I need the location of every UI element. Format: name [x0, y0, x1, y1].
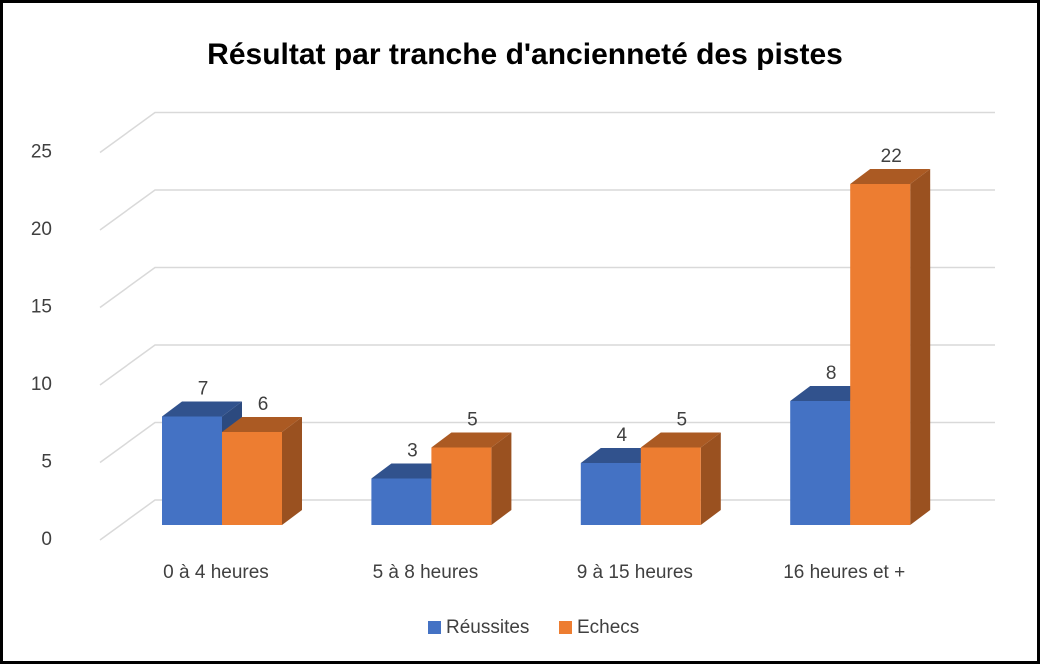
data-label: 5	[677, 410, 688, 431]
x-tick-label: 9 à 15 heures	[577, 562, 693, 583]
x-tick-label: 16 heures et +	[783, 562, 905, 583]
bar-face	[850, 169, 931, 184]
legend-swatch	[428, 621, 441, 634]
bar-face	[282, 417, 302, 525]
bar	[640, 432, 721, 525]
bar-face	[640, 447, 701, 525]
y-tick-label: 5	[41, 452, 52, 473]
bar-face	[431, 447, 492, 525]
bar-face	[222, 417, 302, 432]
grid-line	[99, 421, 995, 464]
grid-line	[99, 111, 995, 154]
legend-swatch	[559, 621, 572, 634]
bar-face	[491, 432, 512, 525]
data-label: 3	[407, 441, 418, 462]
bar	[431, 432, 512, 525]
bar-face	[371, 478, 432, 525]
grid-line	[99, 189, 995, 231]
chart-title: Résultat par tranche d'ancienneté des pi…	[207, 38, 843, 71]
y-tick-label: 15	[31, 297, 52, 318]
grid-line	[99, 344, 995, 386]
x-tick-label: 5 à 8 heures	[373, 562, 479, 583]
bar-face	[431, 432, 512, 448]
bar-face	[700, 432, 721, 525]
y-tick-label: 20	[31, 219, 52, 240]
data-label: 7	[198, 379, 209, 400]
data-label: 6	[258, 394, 269, 415]
data-label: 8	[826, 363, 837, 384]
bar-face	[640, 432, 721, 448]
bar-face	[162, 401, 242, 417]
bar-face	[222, 432, 282, 525]
data-label: 22	[881, 146, 902, 167]
legend-label: Réussites	[446, 617, 529, 638]
legend-label: Echecs	[577, 617, 639, 638]
bar-face	[850, 184, 911, 525]
bar-face	[910, 169, 931, 525]
bar-face	[580, 463, 641, 525]
bar	[222, 417, 302, 525]
bar-face	[162, 416, 222, 525]
data-label: 4	[617, 425, 628, 446]
y-tick-label: 0	[41, 529, 52, 550]
x-tick-label: 0 à 4 heures	[163, 562, 269, 583]
bar	[850, 169, 931, 525]
y-tick-label: 10	[31, 374, 52, 395]
y-tick-label: 25	[31, 142, 52, 163]
data-label: 5	[467, 410, 478, 431]
bar-face	[790, 401, 851, 525]
grid-line	[99, 266, 995, 309]
